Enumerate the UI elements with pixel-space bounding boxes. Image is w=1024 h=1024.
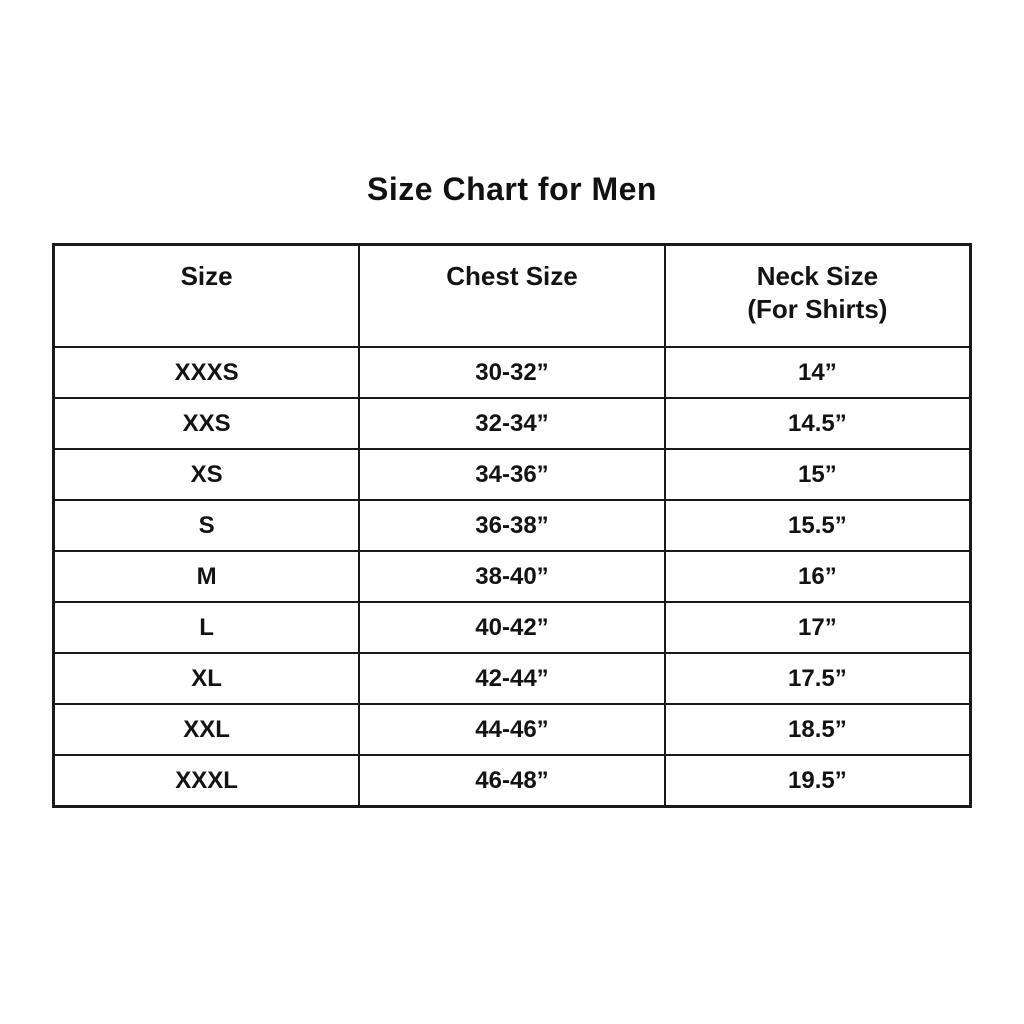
neck-size-cell: 19.5” [663,754,972,808]
table-row: XL 42-44” 17.5” [52,652,972,705]
size-cell: XXS [52,397,361,450]
chest-size-cell: 34-36” [358,448,666,501]
chest-size-cell: 30-32” [358,346,666,399]
table-row: XS 34-36” 15” [52,448,972,501]
neck-size-cell: 15.5” [663,499,972,552]
chest-size-cell: 38-40” [358,550,666,603]
header-row: Size Chest Size Neck Size (For Shirts) [52,243,972,348]
table-row: XXS 32-34” 14.5” [52,397,972,450]
table-row: M 38-40” 16” [52,550,972,603]
page-title: Size Chart for Men [367,171,657,207]
table-header: Size Chest Size Neck Size (For Shirts) [52,243,972,348]
column-header-neck: Neck Size (For Shirts) [663,243,972,348]
neck-size-cell: 17” [663,601,972,654]
chest-size-cell: 32-34” [358,397,666,450]
size-cell: M [52,550,361,603]
table-row: XXXL 46-48” 19.5” [52,754,972,808]
column-header-size: Size [52,243,361,348]
size-cell: XS [52,448,361,501]
chest-size-cell: 36-38” [358,499,666,552]
neck-size-cell: 14.5” [663,397,972,450]
size-cell: XXXL [52,754,361,808]
size-chart-table: Size Chest Size Neck Size (For Shirts) X… [52,243,972,808]
chest-size-cell: 42-44” [358,652,666,705]
neck-size-cell: 18.5” [663,703,972,756]
neck-size-cell: 16” [663,550,972,603]
table-row: L 40-42” 17” [52,601,972,654]
table-row: XXXS 30-32” 14” [52,346,972,399]
chest-size-cell: 46-48” [358,754,666,808]
table-row: XXL 44-46” 18.5” [52,703,972,756]
size-cell: XXXS [52,346,361,399]
size-cell: L [52,601,361,654]
size-cell: S [52,499,361,552]
table-body: XXXS 30-32” 14” XXS 32-34” 14.5” XS 34-3… [52,346,972,808]
size-cell: XXL [52,703,361,756]
neck-size-cell: 15” [663,448,972,501]
table-row: S 36-38” 15.5” [52,499,972,552]
size-cell: XL [52,652,361,705]
neck-size-cell: 17.5” [663,652,972,705]
chest-size-cell: 40-42” [358,601,666,654]
column-header-chest: Chest Size [358,243,666,348]
chest-size-cell: 44-46” [358,703,666,756]
neck-size-cell: 14” [663,346,972,399]
